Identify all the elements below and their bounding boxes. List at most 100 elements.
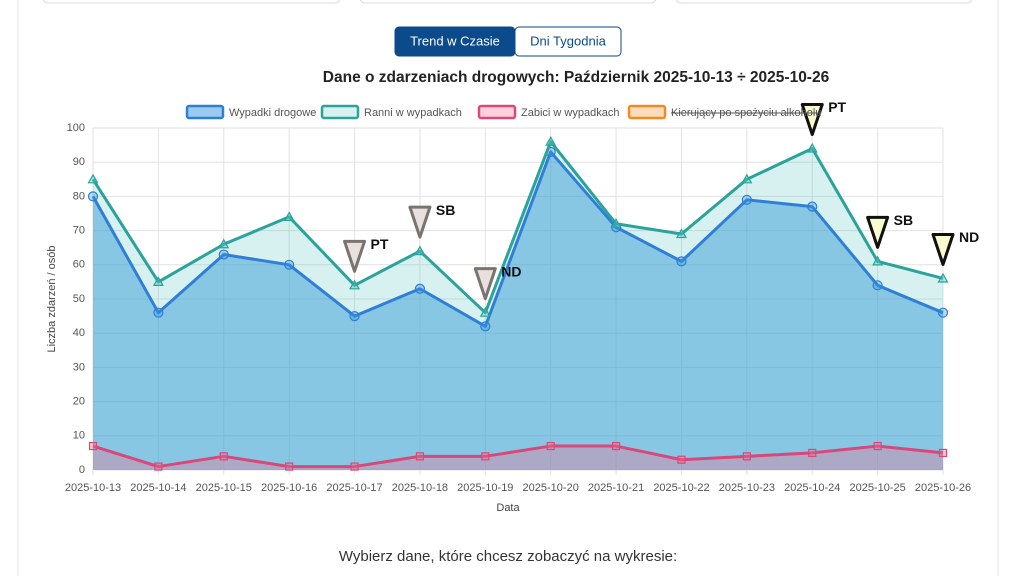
point [479, 306, 491, 317]
point [677, 455, 686, 464]
x-tick-label: 2025-10-24 [784, 482, 840, 494]
point [480, 321, 491, 332]
point [153, 307, 164, 318]
y-axis-label: Liczba zdarzeń / osób [46, 245, 58, 352]
x-tick-label: 2025-10-14 [130, 482, 186, 494]
point [152, 276, 164, 286]
y-tick-label: 50 [73, 293, 85, 305]
annotation-marker [800, 103, 824, 137]
tab-label[interactable]: Dni Tygodnia [530, 33, 606, 48]
y-tick-label: 20 [73, 396, 85, 408]
point [937, 307, 949, 318]
y-tick-label: 60 [73, 259, 85, 271]
point [218, 238, 230, 249]
area [93, 446, 943, 470]
annotation-label: SB [436, 202, 455, 218]
point [808, 448, 817, 457]
point [219, 452, 228, 461]
legend-label[interactable]: Ranni w wypadkach [364, 107, 462, 119]
x-tick-label: 2025-10-16 [261, 482, 317, 494]
annotation-marker [866, 215, 890, 249]
legend-swatch[interactable] [477, 104, 517, 120]
point [872, 280, 883, 291]
point [284, 259, 295, 270]
x-tick-label: 2025-10-17 [326, 482, 382, 494]
y-tick-label: 10 [73, 430, 85, 442]
legend-swatch[interactable] [320, 104, 360, 120]
x-tick-label: 2025-10-22 [653, 482, 709, 494]
point [88, 441, 98, 451]
point [545, 135, 557, 146]
annotation-label: SB [894, 212, 913, 228]
card [675, 0, 973, 4]
y-tick-label: 30 [73, 361, 85, 373]
tab-label[interactable]: Trend w Czasie [410, 33, 500, 48]
chart-title: Dane o zdarzeniach drogowych: Październi… [323, 69, 830, 86]
point [676, 256, 687, 267]
point [741, 194, 752, 205]
y-tick-label: 0 [79, 464, 85, 476]
x-tick-label: 2025-10-20 [523, 482, 579, 494]
x-tick-label: 2025-10-18 [392, 482, 448, 494]
x-tick-label: 2025-10-15 [196, 482, 252, 494]
y-tick-label: 100 [67, 122, 85, 134]
annotation-label: ND [501, 263, 521, 279]
annotation-marker [931, 232, 955, 266]
x-tick-label: 2025-10-19 [457, 482, 513, 494]
point [154, 462, 163, 471]
point [741, 173, 753, 184]
annotation-marker [343, 239, 367, 273]
point [285, 462, 294, 471]
card [42, 0, 341, 4]
point [415, 452, 425, 461]
line [91, 140, 944, 315]
area [93, 151, 943, 470]
prompt: Wybierz dane, które chcesz zobaczyć na w… [339, 548, 677, 565]
x-tick-label: 2025-10-23 [719, 482, 775, 494]
point [349, 311, 360, 322]
line [91, 150, 944, 328]
card [359, 0, 657, 4]
annotation-label: ND [959, 229, 979, 245]
point [414, 245, 426, 256]
annotation-marker [473, 267, 497, 301]
area [93, 141, 943, 470]
point [872, 255, 884, 266]
point [610, 218, 622, 228]
y-tick-label: 40 [73, 327, 85, 339]
legend-swatch[interactable] [627, 104, 667, 120]
x-tick-label: 2025-10-21 [588, 482, 644, 494]
point [742, 452, 751, 461]
point [675, 228, 687, 239]
x-tick-label: 2025-10-13 [65, 482, 121, 494]
x-tick-label: 2025-10-25 [849, 482, 905, 494]
y-tick-label: 90 [73, 156, 85, 168]
point [87, 173, 99, 184]
point [611, 441, 621, 451]
y-tick-label: 80 [73, 190, 85, 202]
annotation-label: PT [371, 236, 389, 252]
point [937, 272, 949, 283]
x-tick-label: 2025-10-26 [915, 482, 971, 494]
point [350, 462, 359, 471]
legend-swatch[interactable] [185, 104, 225, 120]
point [807, 201, 818, 212]
point [481, 452, 490, 461]
tab-group: Trend w Czasie Dni Tygodnia [394, 26, 622, 57]
y-tick-label: 70 [73, 225, 85, 237]
x-axis-label: Data [496, 502, 520, 514]
annotation-label: PT [828, 99, 846, 115]
point [283, 211, 295, 222]
point [349, 279, 361, 290]
point [873, 441, 882, 451]
tab[interactable] [514, 26, 622, 57]
legend-label[interactable]: Wypadki drogowe [229, 107, 316, 119]
annotation-marker [408, 205, 432, 239]
point [218, 249, 229, 260]
line [92, 444, 944, 469]
point [87, 191, 99, 202]
point [806, 142, 818, 153]
point [414, 283, 426, 294]
legend-label[interactable]: Zabici w wypadkach [521, 107, 619, 119]
